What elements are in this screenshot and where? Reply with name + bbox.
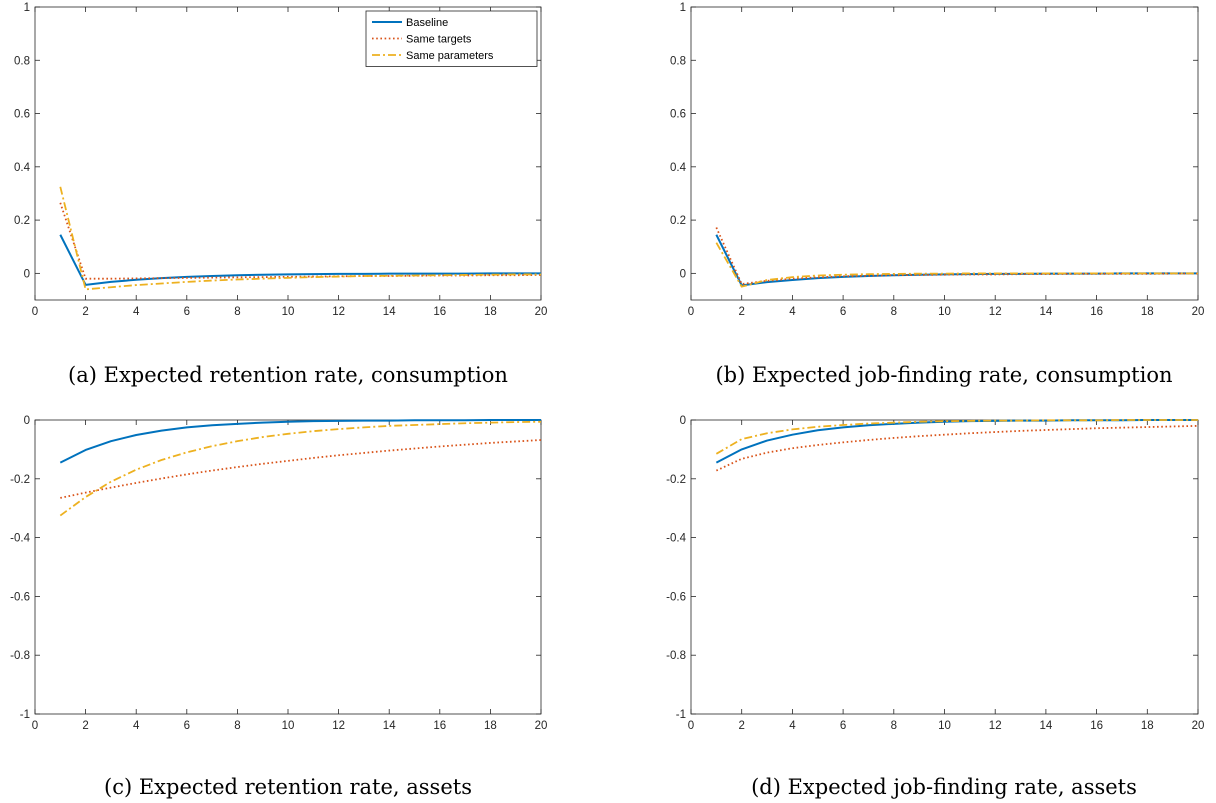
x-tick-label: 10 [282,306,295,318]
series-line-same-targets [60,439,542,499]
x-tick-label: 10 [282,720,295,732]
series-line-same-targets [715,424,1199,472]
series-line-same-parameters [715,419,1198,455]
panel-caption: (b) Expected job-finding rate, consumpti… [715,363,1172,387]
y-tick-label: 1 [680,2,686,14]
panel-caption: (c) Expected retention rate, assets [104,775,472,799]
x-tick-label: 4 [133,720,140,732]
x-tick-label: 0 [688,306,694,318]
series-line-baseline [59,234,541,286]
panel-d: 0 2 4 6 8 10 12 14 16 18 20 -1 -0.8 -0.6 -0.4 -0.2 0 (d) … [666,415,1204,799]
y-tick-label: 0 [24,415,30,427]
legend-box [365,10,538,67]
y-tick-label: 0.2 [14,215,30,227]
x-tick-label: 14 [383,306,396,318]
x-tick-label: 2 [738,306,744,318]
x-tick-label: 2 [82,720,88,732]
x-tick-label: 4 [789,306,796,318]
plot-frame [34,419,542,715]
x-tick-label: 14 [383,720,396,732]
panel-caption: (d) Expected job-finding rate, assets [751,775,1137,799]
x-tick-label: 20 [535,306,548,318]
panel-caption: (a) Expected retention rate, consumption [68,363,508,387]
x-tick-label: 10 [938,720,951,732]
panel-b: 0 2 4 6 8 10 12 14 16 18 20 0 0.2 0.4 0.6 0.8 1 (b) Expec… [670,2,1204,387]
series-line-same-parameters [715,242,1198,288]
x-tick-label: 12 [332,306,345,318]
x-tick-label: 6 [840,720,846,732]
y-tick-label: -0.4 [666,533,686,545]
x-tick-label: 16 [433,306,446,318]
legend-entry: Same parameters [406,50,494,62]
panel-a: 0 2 4 6 8 10 12 14 16 18 20 0 0.2 0.4 0.6 0.8 1 Baseline S… [14,2,547,387]
y-tick-label: 0.6 [670,109,686,121]
x-tick-label: 14 [1040,306,1053,318]
x-tick-label: 16 [1090,306,1103,318]
legend: Baseline Same targets Same parameters [365,10,538,67]
x-tick-label: 6 [184,306,190,318]
x-tick-label: 20 [1192,720,1205,732]
y-tick-label: 0 [24,268,30,280]
panel-c: 0 2 4 6 8 10 12 14 16 18 20 -1 -0.8 -0.6 -0.4 -0.2 0 (c) … [10,415,547,799]
x-tick-label: 6 [840,306,846,318]
legend-entry: Same targets [406,34,472,46]
y-tick-label: -0.6 [666,591,686,603]
y-tick-label: 0.8 [14,55,30,67]
y-tick-label: -1 [676,709,686,721]
y-tick-label: -0.2 [10,474,30,486]
y-tick-label: 0.8 [670,55,686,67]
y-tick-label: 0.4 [670,162,687,174]
x-tick-label: 8 [891,306,897,318]
y-tick-label: -0.8 [10,650,30,662]
x-tick-label: 18 [484,720,497,732]
x-tick-label: 8 [891,720,897,732]
x-tick-label: 0 [32,720,38,732]
y-tick-label: 0.6 [14,109,30,121]
y-tick-label: -0.2 [666,474,686,486]
y-tick-label: 0.4 [14,162,31,174]
x-tick-label: 2 [738,720,744,732]
x-tick-label: 8 [234,720,240,732]
x-tick-label: 20 [1192,306,1205,318]
x-tick-label: 0 [688,720,694,732]
plot-frame [690,419,1199,715]
x-tick-label: 0 [32,306,38,318]
x-tick-label: 16 [433,720,446,732]
x-tick-label: 10 [938,306,951,318]
x-tick-label: 8 [234,306,240,318]
series-line-same-parameters [59,420,542,517]
x-tick-label: 2 [82,306,88,318]
y-tick-label: -0.4 [10,533,30,545]
x-tick-label: 20 [535,720,548,732]
x-tick-label: 12 [989,306,1002,318]
y-tick-label: 0.2 [670,215,686,227]
legend-entry: Baseline [406,17,448,29]
x-tick-label: 12 [989,720,1002,732]
x-tick-label: 12 [332,720,345,732]
x-tick-label: 16 [1090,720,1103,732]
y-tick-label: 1 [24,2,30,14]
series-line-same-parameters [59,186,541,291]
x-tick-label: 4 [133,306,140,318]
y-tick-label: 0 [680,415,686,427]
plot-frame [690,6,1199,301]
x-tick-label: 18 [1141,720,1154,732]
y-tick-label: 0 [680,268,686,280]
x-tick-label: 18 [1141,306,1154,318]
x-tick-label: 6 [184,720,190,732]
x-tick-label: 4 [789,720,796,732]
series-line-baseline [59,419,541,464]
x-tick-label: 14 [1040,720,1053,732]
y-tick-label: -1 [20,709,30,721]
y-tick-label: -0.6 [10,591,30,603]
y-tick-label: -0.8 [666,650,686,662]
x-tick-label: 18 [484,306,497,318]
